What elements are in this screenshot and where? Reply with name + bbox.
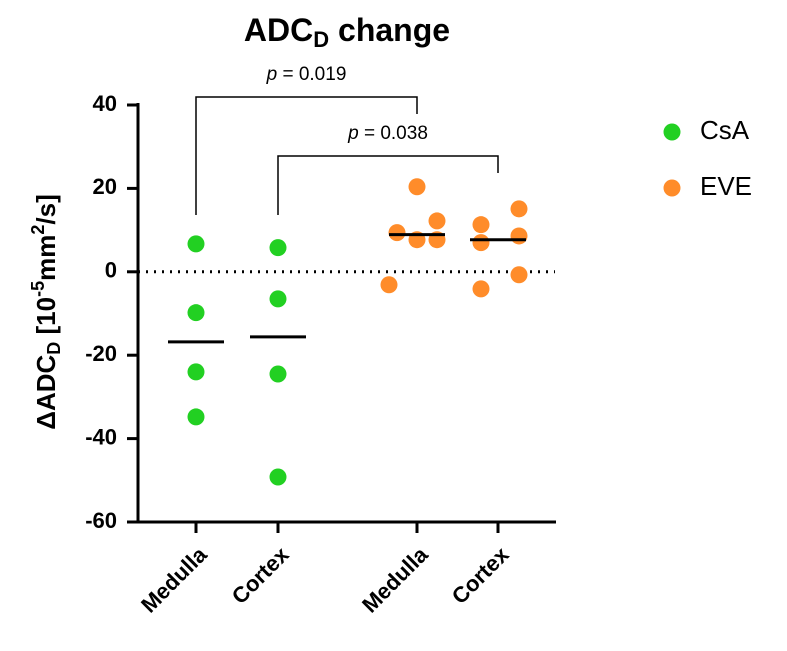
p-text: = 0.038	[359, 123, 428, 144]
data-point	[269, 365, 287, 383]
p-text: = 0.019	[277, 64, 346, 85]
significance-bracket	[195, 96, 418, 215]
data-point	[187, 408, 205, 426]
y-tick-label: 40	[93, 91, 117, 116]
data-point	[472, 216, 490, 234]
y-tick-label: -60	[85, 508, 117, 533]
legend-label: CsA	[700, 115, 750, 145]
y-label-sup: -5	[28, 281, 48, 297]
chart-title: ADCD change	[244, 12, 450, 51]
legend-marker	[663, 179, 681, 197]
x-tick-label: Cortex	[227, 541, 294, 608]
data-point	[408, 178, 426, 196]
data-point	[510, 266, 528, 284]
data-point	[187, 363, 205, 381]
x-tick-label: Medulla	[357, 541, 433, 617]
title-subscript: D	[313, 27, 329, 52]
legend-label: EVE	[700, 171, 752, 201]
y-label-text: /s]	[31, 194, 61, 224]
data-point	[510, 227, 528, 245]
data-point	[269, 468, 287, 486]
title-text: change	[329, 12, 450, 48]
y-label-sub: D	[44, 342, 64, 355]
y-tick-label: -20	[85, 341, 117, 366]
y-tick-label: 0	[105, 258, 117, 283]
y-label-sup: 2	[28, 225, 48, 235]
p-symbol: p	[266, 64, 278, 85]
y-tick-label: 20	[93, 174, 117, 199]
data-point	[388, 224, 406, 242]
x-tick-label: Medulla	[136, 541, 212, 617]
data-point	[187, 304, 205, 322]
p-value: p = 0.019	[266, 64, 347, 85]
data-point	[510, 200, 528, 218]
p-symbol: p	[347, 123, 359, 144]
y-tick-label: -40	[85, 424, 117, 449]
data-point	[187, 235, 205, 253]
data-point	[472, 280, 490, 298]
data-point	[269, 239, 287, 257]
data-point	[428, 212, 446, 230]
y-label-text: ΔADC	[31, 354, 61, 429]
p-value: p = 0.038	[347, 123, 428, 144]
title-text: ADC	[244, 12, 313, 48]
y-label-text: [10	[31, 297, 61, 342]
data-point	[380, 276, 398, 294]
y-axis-label: ΔADCD [10-5mm2/s]	[28, 194, 64, 429]
significance-bracket	[277, 155, 499, 215]
legend-marker	[663, 123, 681, 141]
y-label-text: mm	[31, 235, 61, 281]
data-point	[472, 234, 490, 252]
data-point	[269, 290, 287, 308]
x-tick-label: Cortex	[447, 541, 514, 608]
